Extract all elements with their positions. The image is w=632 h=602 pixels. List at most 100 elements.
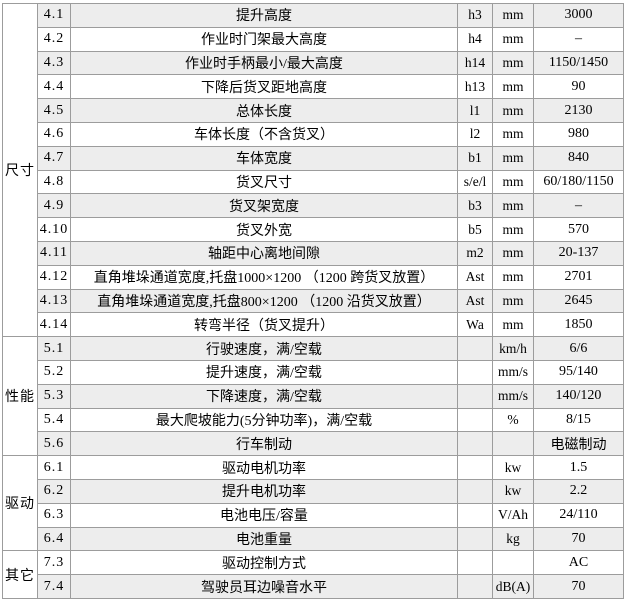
- table-row: 4.4 下降后货叉距地高度 h13 mm 90: [2, 74, 624, 100]
- row-number-cell: 4.11: [37, 240, 71, 266]
- symbol-cell: Wa: [457, 312, 493, 338]
- unit-cell: mm: [492, 217, 534, 242]
- symbol-cell: [457, 526, 493, 552]
- table-row: 4.9 货叉架宽度 b3 mm –: [2, 193, 624, 219]
- row-number-cell: 7.3: [37, 550, 71, 576]
- symbol-cell: Ast: [457, 264, 493, 290]
- value-cell: 6/6: [533, 336, 624, 361]
- row-number-cell: 4.10: [37, 217, 71, 242]
- spec-name-cell: 作业时手柄最小/最大高度: [70, 50, 458, 76]
- symbol-cell: [457, 478, 493, 504]
- value-cell: 24/110: [533, 502, 624, 528]
- value-cell: 电磁制动: [533, 431, 624, 457]
- unit-cell: [492, 431, 534, 457]
- value-cell: 2.2: [533, 478, 624, 504]
- symbol-cell: l1: [457, 98, 493, 123]
- symbol-cell: [457, 407, 493, 433]
- spec-name-cell: 轴距中心离地间隙: [70, 240, 458, 266]
- unit-cell: mm: [492, 264, 534, 290]
- category-dimensions: 尺寸: [2, 2, 38, 338]
- spec-name-cell: 提升高度: [70, 3, 458, 28]
- spec-name-cell: 驱动控制方式: [70, 550, 458, 576]
- table-row: 4.10 货叉外宽 b5 mm 570: [2, 217, 624, 242]
- row-number-cell: 5.1: [37, 336, 71, 361]
- table-row: 4.6 车体长度（不含货叉） l2 mm 980: [2, 121, 624, 147]
- row-number-cell: 4.5: [37, 98, 71, 123]
- spec-name-cell: 车体长度（不含货叉）: [70, 121, 458, 147]
- row-number-cell: 4.8: [37, 169, 71, 195]
- row-number-cell: 6.2: [37, 478, 71, 504]
- spec-name-cell: 行驶速度，满/空载: [70, 336, 458, 361]
- symbol-cell: h3: [457, 3, 493, 28]
- spec-name-cell: 行车制动: [70, 431, 458, 457]
- row-number-cell: 6.4: [37, 526, 71, 552]
- symbol-cell: h13: [457, 74, 493, 100]
- spec-name-cell: 驱动电机功率: [70, 455, 458, 480]
- symbol-cell: [457, 431, 493, 457]
- table-row: 尺寸 4.1 提升高度 h3 mm 3000: [2, 2, 624, 338]
- table-row: 4.3 作业时手柄最小/最大高度 h14 mm 1150/1450: [2, 50, 624, 76]
- value-cell: 90: [533, 74, 624, 100]
- category-performance: 性能: [2, 336, 38, 457]
- symbol-cell: [457, 455, 493, 480]
- unit-cell: [492, 550, 534, 576]
- table-row: 5.4 最大爬坡能力(5分钟功率)，满/空载 % 8/15: [2, 407, 624, 433]
- unit-cell: km/h: [492, 336, 534, 361]
- value-cell: 2701: [533, 264, 624, 290]
- row-number-cell: 4.7: [37, 145, 71, 171]
- value-cell: 140/120: [533, 383, 624, 409]
- row-number-cell: 4.9: [37, 193, 71, 219]
- symbol-cell: h14: [457, 50, 493, 76]
- row-number-cell: 4.3: [37, 50, 71, 76]
- symbol-cell: b5: [457, 217, 493, 242]
- row-number-cell: 4.1: [37, 3, 71, 28]
- symbol-cell: m2: [457, 240, 493, 266]
- table-row: 驱动 6.1 驱动电机功率 kw 1.5: [2, 455, 624, 552]
- unit-cell: mm: [492, 240, 534, 266]
- value-cell: 2130: [533, 98, 624, 123]
- value-cell: 95/140: [533, 359, 624, 385]
- spec-name-cell: 直角堆垛通道宽度,托盘1000×1200 （1200 跨货叉放置）: [70, 264, 458, 290]
- unit-cell: kw: [492, 478, 534, 504]
- table-row: 5.6 行车制动 电磁制动: [2, 431, 624, 457]
- value-cell: 70: [533, 526, 624, 552]
- spec-name-cell: 电池重量: [70, 526, 458, 552]
- table-row: 4.11 轴距中心离地间隙 m2 mm 20-137: [2, 240, 624, 266]
- unit-cell: mm/s: [492, 359, 534, 385]
- spec-name-cell: 电池电压/容量: [70, 502, 458, 528]
- row-number-cell: 4.12: [37, 264, 71, 290]
- spec-name-cell: 下降后货叉距地高度: [70, 74, 458, 100]
- table-row: 6.3 电池电压/容量 V/Ah 24/110: [2, 502, 624, 528]
- row-number-cell: 7.4: [37, 574, 71, 599]
- unit-cell: mm: [492, 312, 534, 338]
- unit-cell: mm: [492, 3, 534, 28]
- unit-cell: dB(A): [492, 574, 534, 599]
- row-number-cell: 4.2: [37, 26, 71, 52]
- spec-name-cell: 货叉尺寸: [70, 169, 458, 195]
- row-number-cell: 4.14: [37, 312, 71, 338]
- table-row: 6.2 提升电机功率 kw 2.2: [2, 478, 624, 504]
- category-other: 其它: [2, 550, 38, 599]
- table-row: 4.14 转弯半径（货叉提升） Wa mm 1850: [2, 312, 624, 338]
- value-cell: –: [533, 193, 624, 219]
- category-drive: 驱动: [2, 455, 38, 552]
- unit-cell: mm: [492, 121, 534, 147]
- row-number-cell: 4.6: [37, 121, 71, 147]
- symbol-cell: [457, 383, 493, 409]
- symbol-cell: [457, 502, 493, 528]
- table-row: 6.4 电池重量 kg 70: [2, 526, 624, 552]
- symbol-cell: [457, 359, 493, 385]
- symbol-cell: [457, 336, 493, 361]
- table-row: 5.3 下降速度，满/空载 mm/s 140/120: [2, 383, 624, 409]
- value-cell: –: [533, 26, 624, 52]
- symbol-cell: h4: [457, 26, 493, 52]
- row-number-cell: 6.1: [37, 455, 71, 480]
- spec-name-cell: 总体长度: [70, 98, 458, 123]
- spec-name-cell: 货叉外宽: [70, 217, 458, 242]
- row-number-cell: 4.13: [37, 288, 71, 314]
- table-row: 7.4 驾驶员耳边噪音水平 dB(A) 70: [2, 574, 624, 599]
- table-row: 4.7 车体宽度 b1 mm 840: [2, 145, 624, 171]
- unit-cell: kw: [492, 455, 534, 480]
- spec-name-cell: 提升速度，满/空载: [70, 359, 458, 385]
- spec-name-cell: 车体宽度: [70, 145, 458, 171]
